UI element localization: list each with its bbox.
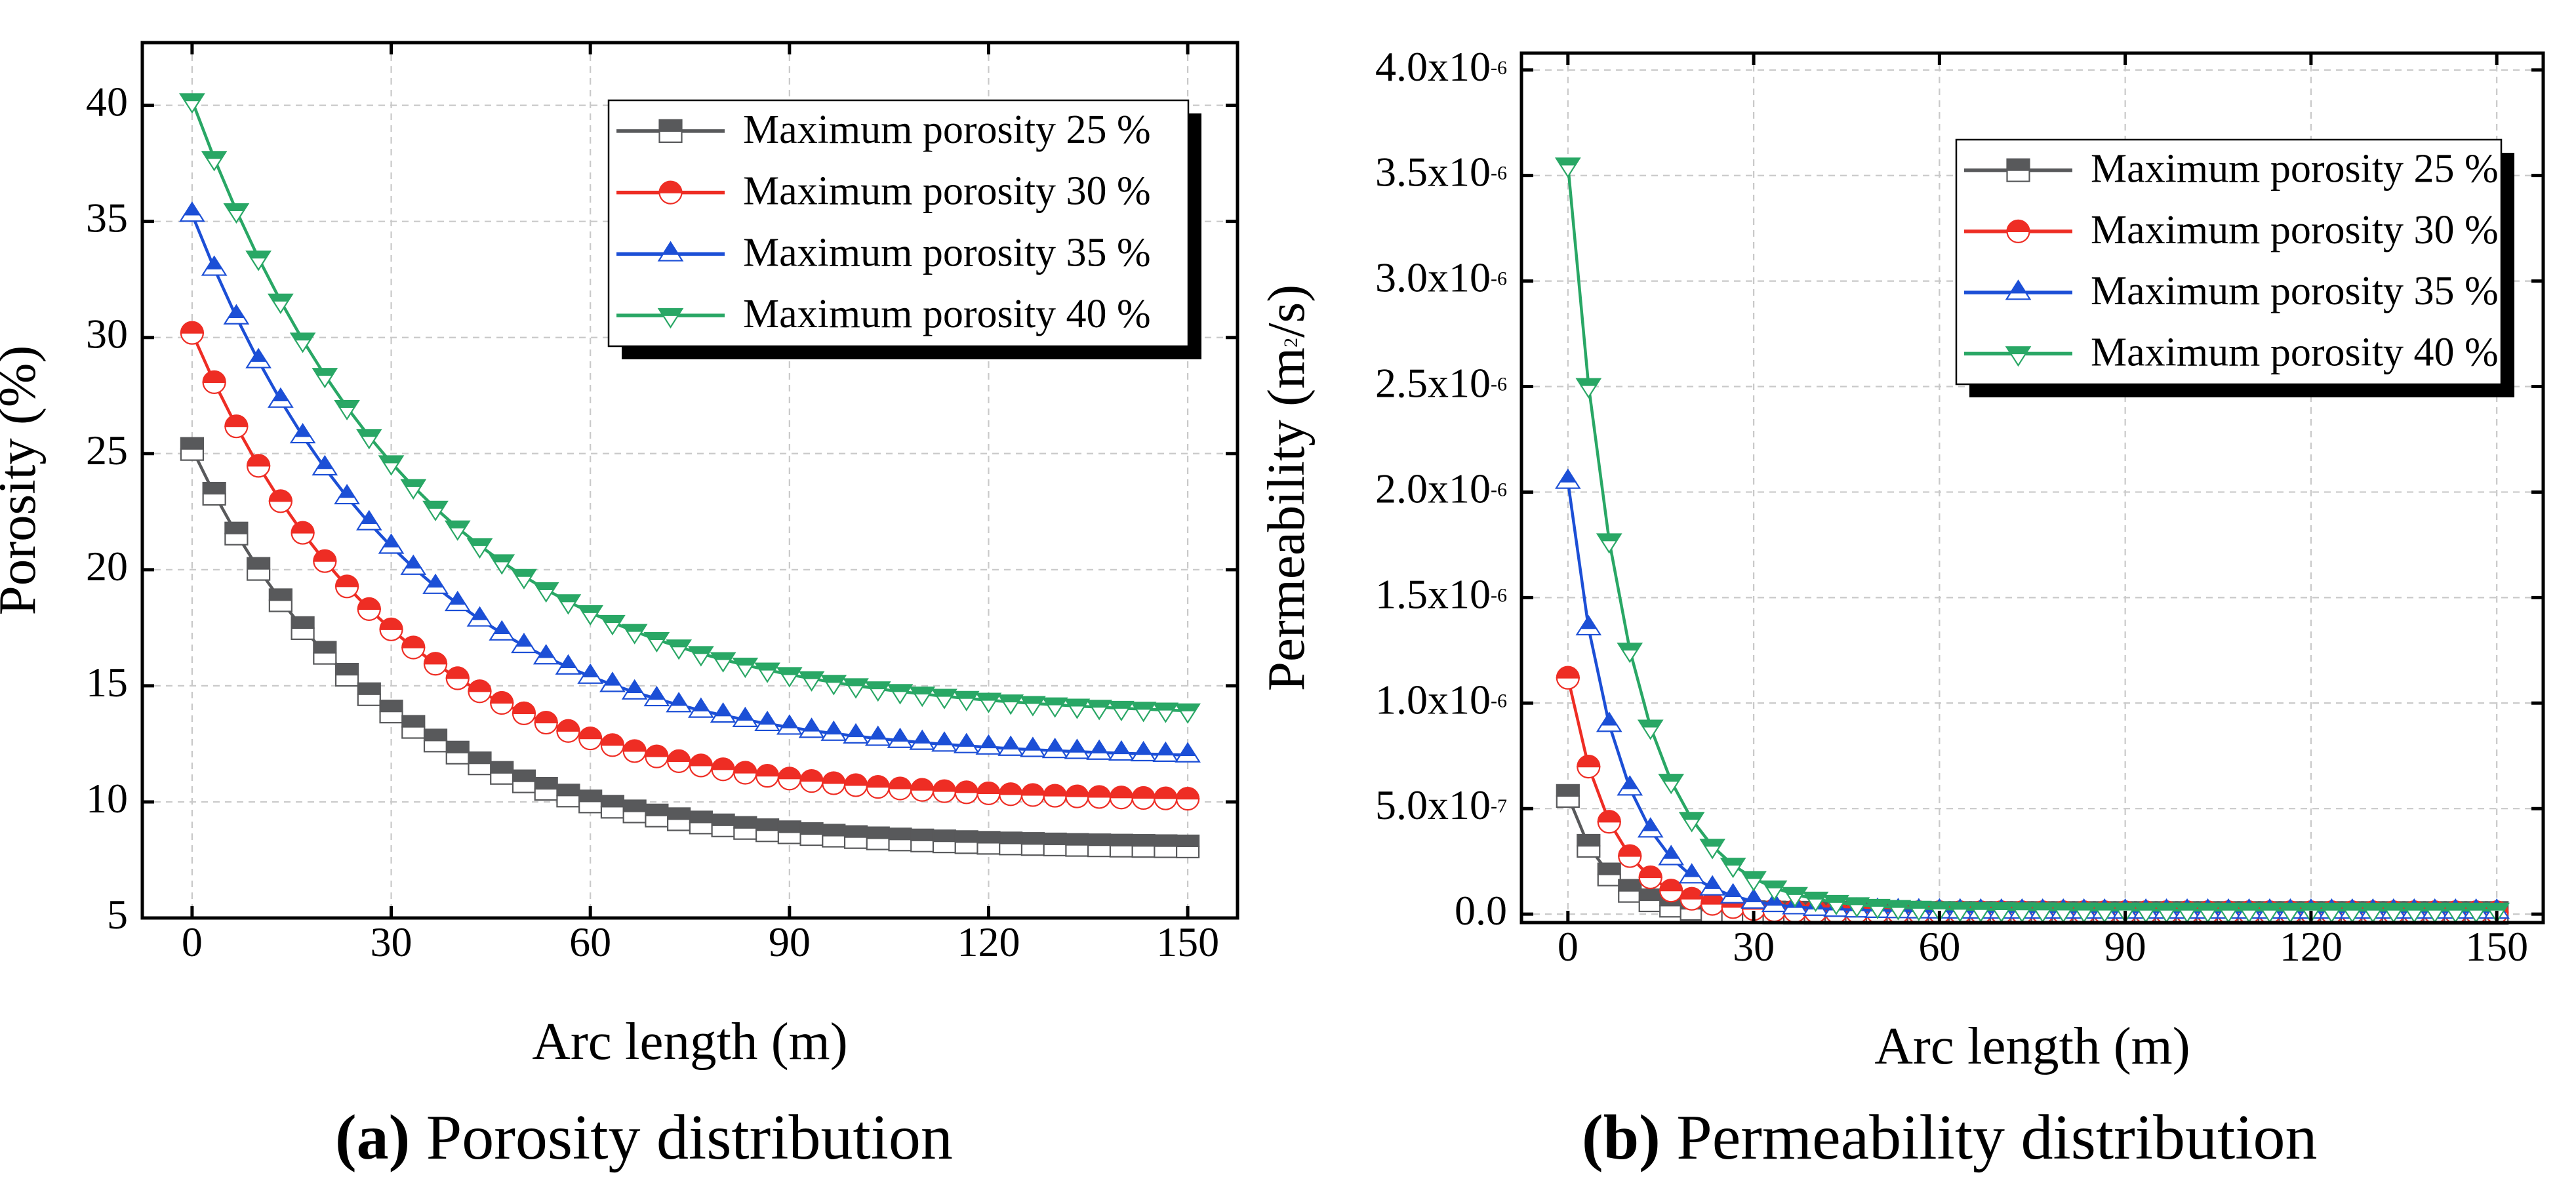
- svg-text:Maximum porosity 35 %: Maximum porosity 35 %: [2091, 269, 2499, 313]
- svg-text:Maximum porosity 30 %: Maximum porosity 30 %: [743, 169, 1151, 214]
- svg-text:10: 10: [86, 775, 128, 822]
- svg-text:0: 0: [182, 919, 203, 965]
- svg-text:2.5x10-6: 2.5x10-6: [1375, 360, 1507, 407]
- svg-text:30: 30: [86, 311, 128, 357]
- svg-text:0: 0: [1558, 923, 1579, 970]
- svg-text:(a) Porosity distribution: (a) Porosity distribution: [335, 1102, 953, 1173]
- svg-text:Arc length (m): Arc length (m): [1874, 1016, 2190, 1075]
- svg-text:Maximum porosity 30 %: Maximum porosity 30 %: [2091, 208, 2499, 252]
- svg-text:90: 90: [769, 919, 811, 965]
- svg-text:Maximum porosity 40 %: Maximum porosity 40 %: [2091, 330, 2499, 374]
- svg-text:1.0x10-6: 1.0x10-6: [1375, 676, 1507, 723]
- svg-text:5: 5: [107, 891, 128, 938]
- svg-text:4.0x10-6: 4.0x10-6: [1375, 43, 1507, 90]
- svg-text:20: 20: [86, 543, 128, 589]
- svg-text:Maximum porosity 25 %: Maximum porosity 25 %: [2091, 147, 2499, 191]
- svg-text:60: 60: [1918, 923, 1960, 970]
- svg-text:Maximum porosity 40 %: Maximum porosity 40 %: [743, 292, 1151, 336]
- svg-text:120: 120: [2280, 923, 2343, 970]
- svg-text:30: 30: [371, 919, 413, 965]
- svg-text:40: 40: [86, 79, 128, 125]
- svg-text:0.0: 0.0: [1455, 887, 1507, 934]
- svg-text:5.0x10-7: 5.0x10-7: [1375, 782, 1507, 828]
- svg-text:120: 120: [957, 919, 1020, 965]
- svg-text:Arc length (m): Arc length (m): [532, 1012, 847, 1071]
- svg-text:2.0x10-6: 2.0x10-6: [1375, 465, 1507, 511]
- svg-text:25: 25: [86, 427, 128, 473]
- svg-text:15: 15: [86, 659, 128, 706]
- svg-text:3.5x10-6: 3.5x10-6: [1375, 149, 1507, 195]
- svg-text:90: 90: [2104, 923, 2146, 970]
- svg-text:3.0x10-6: 3.0x10-6: [1375, 254, 1507, 301]
- svg-text:1.5x10-6: 1.5x10-6: [1375, 570, 1507, 617]
- svg-text:150: 150: [1156, 919, 1219, 965]
- svg-text:(b) Permeability distribution: (b) Permeability distribution: [1582, 1102, 2317, 1173]
- svg-text:Maximum porosity 35 %: Maximum porosity 35 %: [743, 230, 1151, 275]
- svg-text:60: 60: [569, 919, 611, 965]
- svg-text:150: 150: [2465, 923, 2528, 970]
- svg-text:30: 30: [1733, 923, 1775, 970]
- svg-text:Porosity (%): Porosity (%): [0, 346, 47, 616]
- svg-text:35: 35: [86, 195, 128, 241]
- svg-text:Maximum porosity 25 %: Maximum porosity 25 %: [743, 108, 1151, 152]
